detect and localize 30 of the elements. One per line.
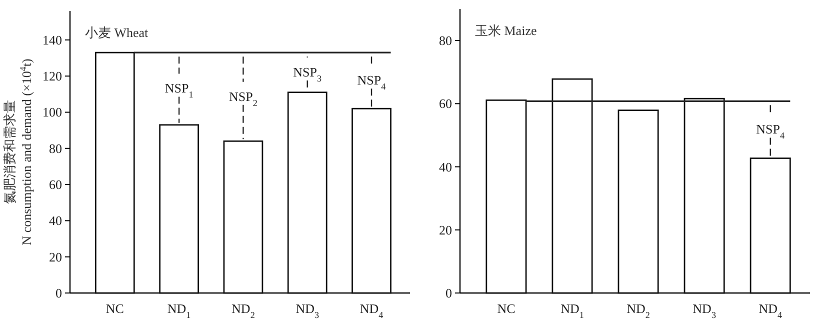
- y-tick-label: 80: [49, 140, 62, 156]
- annotation: NSP$_{4}$: [756, 122, 786, 141]
- y-tick-label: 60: [49, 177, 62, 192]
- y-tick-label: 20: [439, 222, 452, 238]
- x-tick-label: ND$_{4}$: [758, 301, 782, 320]
- y-tick-label: 140: [42, 32, 62, 48]
- y-tick-label: 60: [439, 96, 452, 112]
- x-tick-label: ND$_{2}$: [626, 301, 650, 320]
- y-tick-label: 40: [49, 213, 62, 228]
- x-tick-label: ND$_{2}$: [232, 301, 256, 320]
- x-tick-label: ND$_{3}$: [692, 301, 716, 320]
- text: 玉米 Maize: [475, 23, 537, 38]
- y-tick-label: 0: [446, 286, 452, 300]
- annotation: NSP$_{3}$: [293, 64, 322, 84]
- x-tick-label: NC: [497, 301, 516, 316]
- x-tick-label: ND$_{1}$: [560, 301, 584, 320]
- x-tick-label: ND$_{4}$: [360, 301, 384, 320]
- y-tick-label: 120: [42, 68, 62, 84]
- x-tick-label: ND$_{3}$: [296, 301, 320, 320]
- x-tick-label: ND$_{1}$: [167, 301, 191, 320]
- y-tick-label: 80: [439, 33, 452, 48]
- y-tick-label: 0: [56, 286, 62, 300]
- x-tick-label: NC: [106, 301, 124, 316]
- text: 小麦 Wheat: [85, 25, 149, 40]
- annotation: NSP$_{1}$: [164, 80, 194, 100]
- annotation: NSP$_{4}$: [357, 72, 386, 92]
- annotation: NSP$_{2}$: [229, 88, 258, 108]
- y-tick-label: 40: [439, 159, 452, 174]
- y-tick-label: 20: [49, 249, 62, 264]
- y-tick-label: 100: [42, 104, 62, 120]
